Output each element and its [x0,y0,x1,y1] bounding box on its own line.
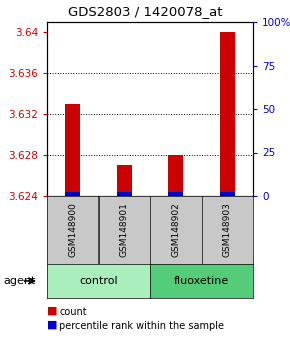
Text: agent: agent [3,276,35,286]
Bar [65,192,81,196]
Text: control: control [79,276,118,286]
Text: count: count [59,307,87,317]
Text: percentile rank within the sample: percentile rank within the sample [59,321,224,331]
Bar [117,192,132,196]
Text: fluoxetine: fluoxetine [174,276,229,286]
Text: ■: ■ [47,306,57,316]
Text: GSM148901: GSM148901 [120,202,129,257]
Text: GSM148900: GSM148900 [68,202,77,257]
Bar [220,32,235,196]
Bar [168,155,184,196]
Bar [65,104,81,196]
Bar [168,192,184,196]
Text: ■: ■ [47,320,57,330]
Text: GDS2803 / 1420078_at: GDS2803 / 1420078_at [68,5,222,18]
Bar [117,165,132,196]
Bar [220,192,235,196]
Text: GSM148903: GSM148903 [223,202,232,257]
Text: GSM148902: GSM148902 [171,202,180,257]
